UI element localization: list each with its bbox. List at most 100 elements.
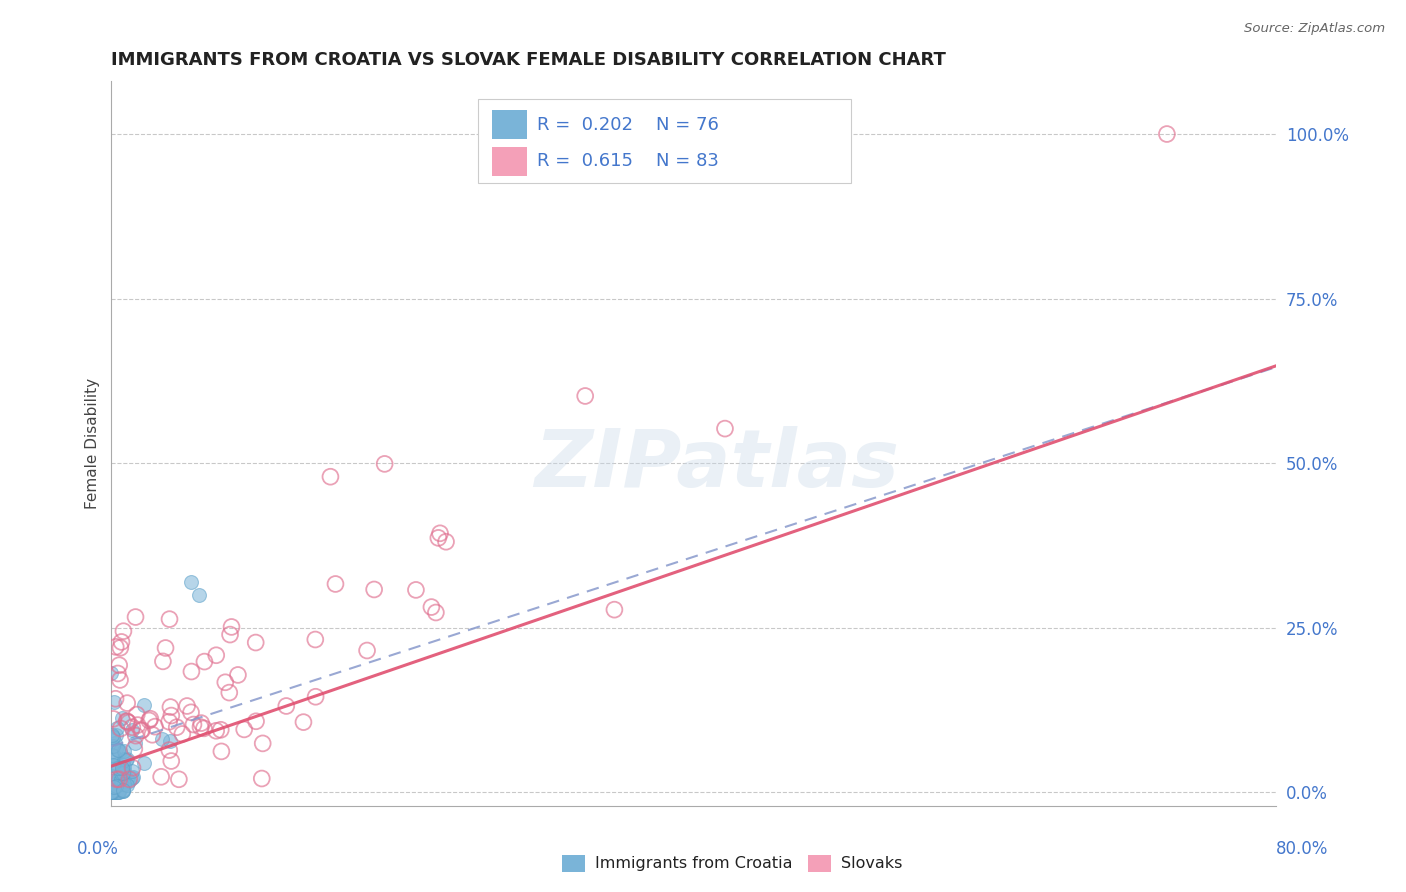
Point — [117, 715, 139, 730]
Point — [574, 389, 596, 403]
Point — [101, 785, 124, 799]
Point — [111, 769, 134, 783]
Point — [103, 784, 125, 798]
Point — [112, 764, 135, 778]
Point — [100, 785, 122, 799]
Point — [166, 720, 188, 734]
Point — [221, 620, 243, 634]
Point — [180, 665, 202, 679]
Text: 0.0%: 0.0% — [77, 840, 120, 858]
Point — [110, 774, 132, 789]
Point — [134, 756, 156, 770]
Point — [159, 733, 181, 747]
Point — [205, 648, 228, 663]
Point — [356, 643, 378, 657]
Point — [245, 714, 267, 729]
Point — [193, 722, 215, 736]
Point — [125, 729, 148, 743]
Point — [190, 720, 212, 734]
Point — [141, 728, 163, 742]
FancyBboxPatch shape — [478, 99, 851, 183]
Point — [176, 698, 198, 713]
Point — [131, 723, 153, 738]
Point — [101, 785, 124, 799]
Point — [325, 577, 347, 591]
Point — [104, 772, 127, 787]
Point — [101, 785, 124, 799]
Point — [167, 772, 190, 787]
Text: Slovaks: Slovaks — [841, 856, 903, 871]
Bar — [492, 111, 527, 139]
Point — [122, 771, 145, 785]
Point — [159, 612, 181, 626]
Point — [127, 718, 149, 732]
Point — [304, 632, 326, 647]
Point — [104, 640, 127, 654]
Point — [193, 655, 215, 669]
Point — [100, 665, 122, 680]
Point — [101, 769, 124, 783]
Point — [110, 635, 132, 649]
Point — [104, 741, 127, 756]
Point — [110, 766, 132, 780]
Point — [233, 723, 256, 737]
Point — [101, 728, 124, 742]
Point — [143, 720, 166, 734]
Point — [112, 760, 135, 774]
Point — [101, 758, 124, 772]
Point — [429, 526, 451, 541]
Point — [104, 736, 127, 750]
Point — [101, 747, 124, 762]
Point — [112, 782, 135, 797]
Point — [104, 785, 127, 799]
Point — [157, 743, 180, 757]
Point — [304, 690, 326, 704]
Point — [138, 714, 160, 728]
Point — [180, 706, 202, 720]
Point — [107, 785, 129, 799]
Text: IMMIGRANTS FROM CROATIA VS SLOVAK FEMALE DISABILITY CORRELATION CHART: IMMIGRANTS FROM CROATIA VS SLOVAK FEMALE… — [111, 51, 946, 69]
Point — [124, 610, 146, 624]
Point — [111, 784, 134, 798]
Point — [112, 744, 135, 758]
Point — [112, 777, 135, 791]
Point — [110, 722, 132, 736]
Point — [108, 673, 131, 687]
Point — [100, 785, 122, 799]
Point — [205, 723, 228, 738]
Text: Source: ZipAtlas.com: Source: ZipAtlas.com — [1244, 22, 1385, 36]
Point — [157, 714, 180, 729]
Point — [245, 635, 267, 649]
Point — [103, 749, 125, 764]
Point — [132, 698, 155, 712]
Point — [125, 707, 148, 722]
Point — [107, 785, 129, 799]
Point — [110, 640, 132, 655]
Point — [425, 606, 447, 620]
Point — [103, 739, 125, 753]
Point — [209, 744, 232, 758]
Point — [111, 780, 134, 794]
Point — [108, 744, 131, 758]
Point — [117, 751, 139, 765]
Point — [115, 778, 138, 792]
Point — [427, 531, 450, 545]
Point — [108, 658, 131, 673]
Point — [252, 736, 274, 750]
Y-axis label: Female Disability: Female Disability — [86, 378, 100, 509]
Point — [172, 727, 194, 741]
Point — [160, 754, 183, 768]
Point — [110, 774, 132, 789]
Point — [183, 717, 205, 731]
Point — [108, 785, 131, 799]
Point — [112, 763, 135, 777]
Text: Immigrants from Croatia: Immigrants from Croatia — [595, 856, 792, 871]
Point — [103, 785, 125, 799]
Point — [115, 714, 138, 728]
Point — [110, 772, 132, 786]
Point — [150, 732, 173, 747]
Text: 80.0%: 80.0% — [1277, 840, 1329, 858]
Point — [420, 600, 443, 615]
Point — [111, 779, 134, 793]
Point — [118, 773, 141, 788]
